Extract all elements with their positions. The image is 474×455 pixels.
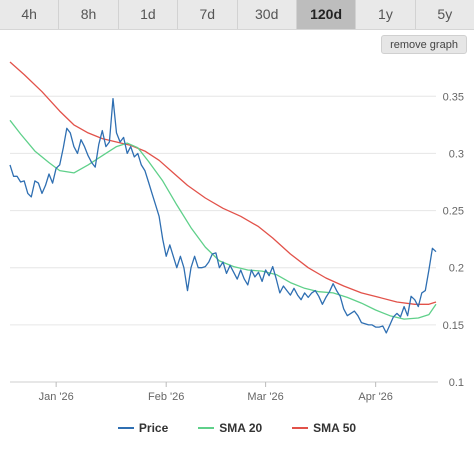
- tab-5y[interactable]: 5y: [437, 6, 453, 22]
- y-axis: 0.1 0.15 0.2 0.25 0.3 0.35: [443, 91, 464, 389]
- tab-7d[interactable]: 7d: [178, 0, 238, 29]
- x-tick-label: Apr '26: [358, 391, 393, 403]
- legend-label: SMA 50: [313, 421, 357, 435]
- y-tick-label: 0.1: [449, 377, 464, 389]
- x-tick-label: Jan '26: [39, 391, 74, 403]
- tab-4h[interactable]: 4h: [0, 0, 60, 29]
- y-tick-label: 0.35: [443, 91, 464, 103]
- chart-legend: Price SMA 20 SMA 50: [0, 421, 474, 435]
- series-line-sma-50: [9, 61, 437, 305]
- tab-1d[interactable]: 1d: [119, 0, 179, 29]
- remove-graph-button[interactable]: remove graph: [381, 35, 467, 54]
- x-axis: Jan '26 Feb '26 Mar '26 Apr '26: [10, 381, 438, 403]
- legend-label: Price: [138, 421, 169, 435]
- legend-label: SMA 20: [219, 421, 263, 435]
- y-tick-label: 0.25: [443, 206, 464, 218]
- tab-8h[interactable]: 8h: [59, 0, 119, 29]
- x-tick-label: Feb '26: [148, 391, 184, 403]
- legend-swatch: [198, 427, 215, 429]
- y-tick-label: 0.2: [449, 263, 464, 275]
- tab-120d[interactable]: 120d: [296, 0, 357, 29]
- series-line-sma-20: [9, 119, 437, 320]
- chart-series: [9, 61, 437, 334]
- legend-item-price[interactable]: Price: [117, 421, 169, 435]
- tab-30d[interactable]: 30d: [238, 0, 297, 29]
- x-tick-label: Mar '26: [247, 391, 283, 403]
- y-tick-label: 0.3: [449, 148, 464, 160]
- chart-grid: [10, 95, 436, 383]
- legend-item-sma-20[interactable]: SMA 20: [198, 421, 262, 435]
- legend-item-sma-50[interactable]: SMA 50: [292, 421, 356, 435]
- legend-swatch: [292, 427, 309, 429]
- tab-1y[interactable]: 1y: [356, 0, 416, 29]
- legend-swatch: [117, 427, 134, 429]
- series-line-price: [9, 97, 437, 334]
- timeframe-tabs: 4h 8h 1d 7d 30d 120d 1y 5y: [0, 0, 474, 30]
- y-tick-label: 0.15: [443, 320, 464, 332]
